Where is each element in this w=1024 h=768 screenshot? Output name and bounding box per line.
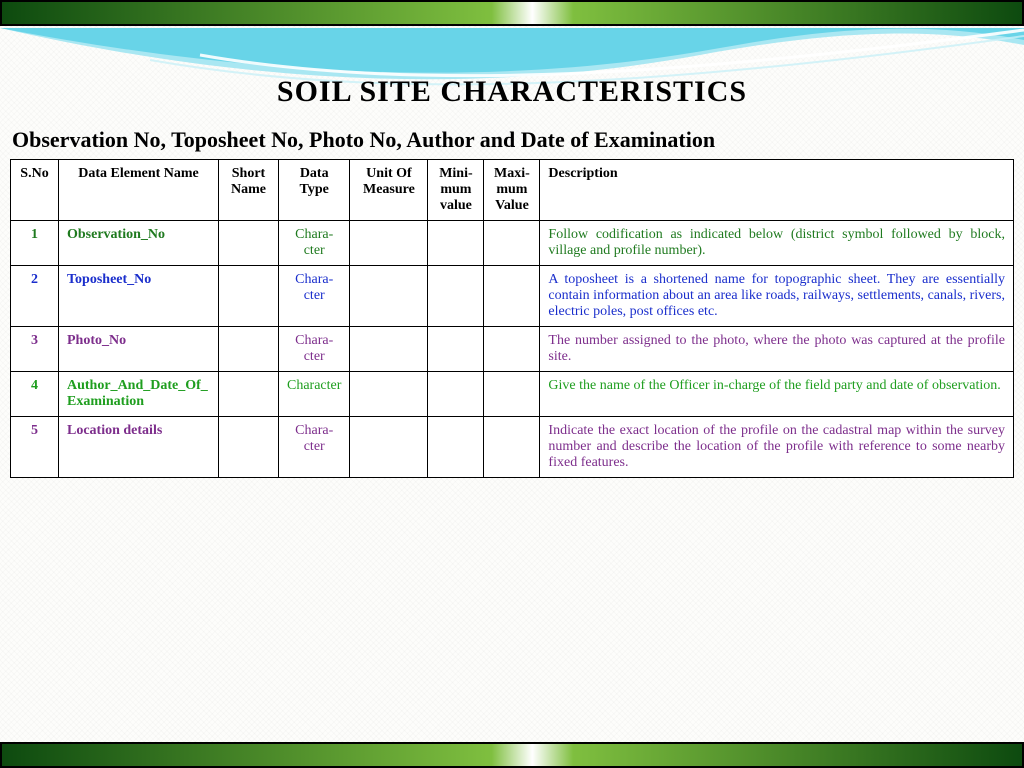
cell-sno: 4 xyxy=(11,372,59,417)
cell-dtype: Character xyxy=(279,372,350,417)
cell-max xyxy=(484,221,540,266)
cell-unit xyxy=(350,221,428,266)
cell-short xyxy=(219,221,279,266)
cell-dtype: Chara-cter xyxy=(279,221,350,266)
characteristics-table: S.No Data Element Name Short Name Data T… xyxy=(10,159,1014,478)
cell-dtype: Chara-cter xyxy=(279,417,350,478)
cell-sno: 2 xyxy=(11,266,59,327)
table-row: 1Observation_No Chara-cter Follow codific… xyxy=(11,221,1014,266)
cell-short xyxy=(219,266,279,327)
cell-dtype: Chara-cter xyxy=(279,266,350,327)
th-name: Data Element Name xyxy=(59,160,219,221)
cell-desc: A toposheet is a shortened name for topo… xyxy=(540,266,1014,327)
table-row: 2Toposheet_No Chara-cter A toposheet is a … xyxy=(11,266,1014,327)
cell-short xyxy=(219,417,279,478)
cell-sno: 3 xyxy=(11,327,59,372)
cell-desc: Follow codification as indicated below (… xyxy=(540,221,1014,266)
cell-unit xyxy=(350,417,428,478)
cell-max xyxy=(484,372,540,417)
cell-max xyxy=(484,327,540,372)
slide-title: SOIL SITE CHARACTERISTICS xyxy=(10,75,1014,109)
cell-desc: Give the name of the Officer in-charge o… xyxy=(540,372,1014,417)
slide-content: SOIL SITE CHARACTERISTICS Observation No… xyxy=(10,75,1014,478)
cell-unit xyxy=(350,327,428,372)
cell-sno: 1 xyxy=(11,221,59,266)
cell-name: Author_And_Date_Of_Examination xyxy=(59,372,219,417)
cell-name: Photo_No xyxy=(59,327,219,372)
cell-max xyxy=(484,417,540,478)
table-row: 3Photo_No Chara-cter The number assigned t… xyxy=(11,327,1014,372)
table-row: 4Author_And_Date_Of_Examination Character… xyxy=(11,372,1014,417)
top-border-bar xyxy=(0,0,1024,26)
th-desc: Description xyxy=(540,160,1014,221)
cell-sno: 5 xyxy=(11,417,59,478)
slide-subtitle: Observation No, Toposheet No, Photo No, … xyxy=(10,127,1014,153)
cell-short xyxy=(219,327,279,372)
bottom-border-bar xyxy=(0,742,1024,768)
table-body: 1Observation_No Chara-cter Follow codific… xyxy=(11,221,1014,478)
th-short: Short Name xyxy=(219,160,279,221)
th-max: Maxi-mum Value xyxy=(484,160,540,221)
cell-min xyxy=(428,372,484,417)
cell-min xyxy=(428,221,484,266)
cell-name: Observation_No xyxy=(59,221,219,266)
cell-min xyxy=(428,266,484,327)
cell-dtype: Chara-cter xyxy=(279,327,350,372)
cell-unit xyxy=(350,266,428,327)
cell-desc: The number assigned to the photo, where … xyxy=(540,327,1014,372)
th-sno: S.No xyxy=(11,160,59,221)
cell-short xyxy=(219,372,279,417)
cell-name: Location details xyxy=(59,417,219,478)
th-unit: Unit Of Measure xyxy=(350,160,428,221)
cell-min xyxy=(428,327,484,372)
th-dtype: Data Type xyxy=(279,160,350,221)
cell-desc: Indicate the exact location of the profi… xyxy=(540,417,1014,478)
cell-max xyxy=(484,266,540,327)
th-min: Mini-mum value xyxy=(428,160,484,221)
cell-name: Toposheet_No xyxy=(59,266,219,327)
table-row: 5Location details Chara-cter Indicate the … xyxy=(11,417,1014,478)
table-header-row: S.No Data Element Name Short Name Data T… xyxy=(11,160,1014,221)
cell-unit xyxy=(350,372,428,417)
cell-min xyxy=(428,417,484,478)
